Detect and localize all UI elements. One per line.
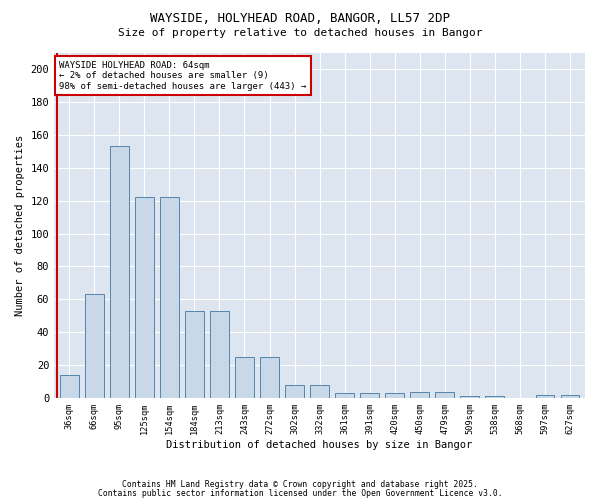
Bar xyxy=(60,375,79,398)
Bar xyxy=(160,198,179,398)
Bar xyxy=(260,357,279,398)
Bar xyxy=(560,395,580,398)
Text: WAYSIDE, HOLYHEAD ROAD, BANGOR, LL57 2DP: WAYSIDE, HOLYHEAD ROAD, BANGOR, LL57 2DP xyxy=(150,12,450,26)
Y-axis label: Number of detached properties: Number of detached properties xyxy=(15,134,25,316)
Text: WAYSIDE HOLYHEAD ROAD: 64sqm
← 2% of detached houses are smaller (9)
98% of semi: WAYSIDE HOLYHEAD ROAD: 64sqm ← 2% of det… xyxy=(59,60,307,90)
Bar xyxy=(410,392,429,398)
Bar xyxy=(210,311,229,398)
Bar xyxy=(235,357,254,398)
Bar xyxy=(385,393,404,398)
Bar xyxy=(536,395,554,398)
Bar xyxy=(335,393,354,398)
Bar xyxy=(360,393,379,398)
Bar xyxy=(436,392,454,398)
Bar xyxy=(310,385,329,398)
Bar xyxy=(110,146,128,398)
Bar xyxy=(285,385,304,398)
Bar xyxy=(460,396,479,398)
Text: Contains HM Land Registry data © Crown copyright and database right 2025.: Contains HM Land Registry data © Crown c… xyxy=(122,480,478,489)
Text: Size of property relative to detached houses in Bangor: Size of property relative to detached ho… xyxy=(118,28,482,38)
X-axis label: Distribution of detached houses by size in Bangor: Distribution of detached houses by size … xyxy=(166,440,473,450)
Bar xyxy=(135,198,154,398)
Text: Contains public sector information licensed under the Open Government Licence v3: Contains public sector information licen… xyxy=(98,490,502,498)
Bar xyxy=(185,311,204,398)
Bar xyxy=(485,396,504,398)
Bar xyxy=(85,294,104,398)
